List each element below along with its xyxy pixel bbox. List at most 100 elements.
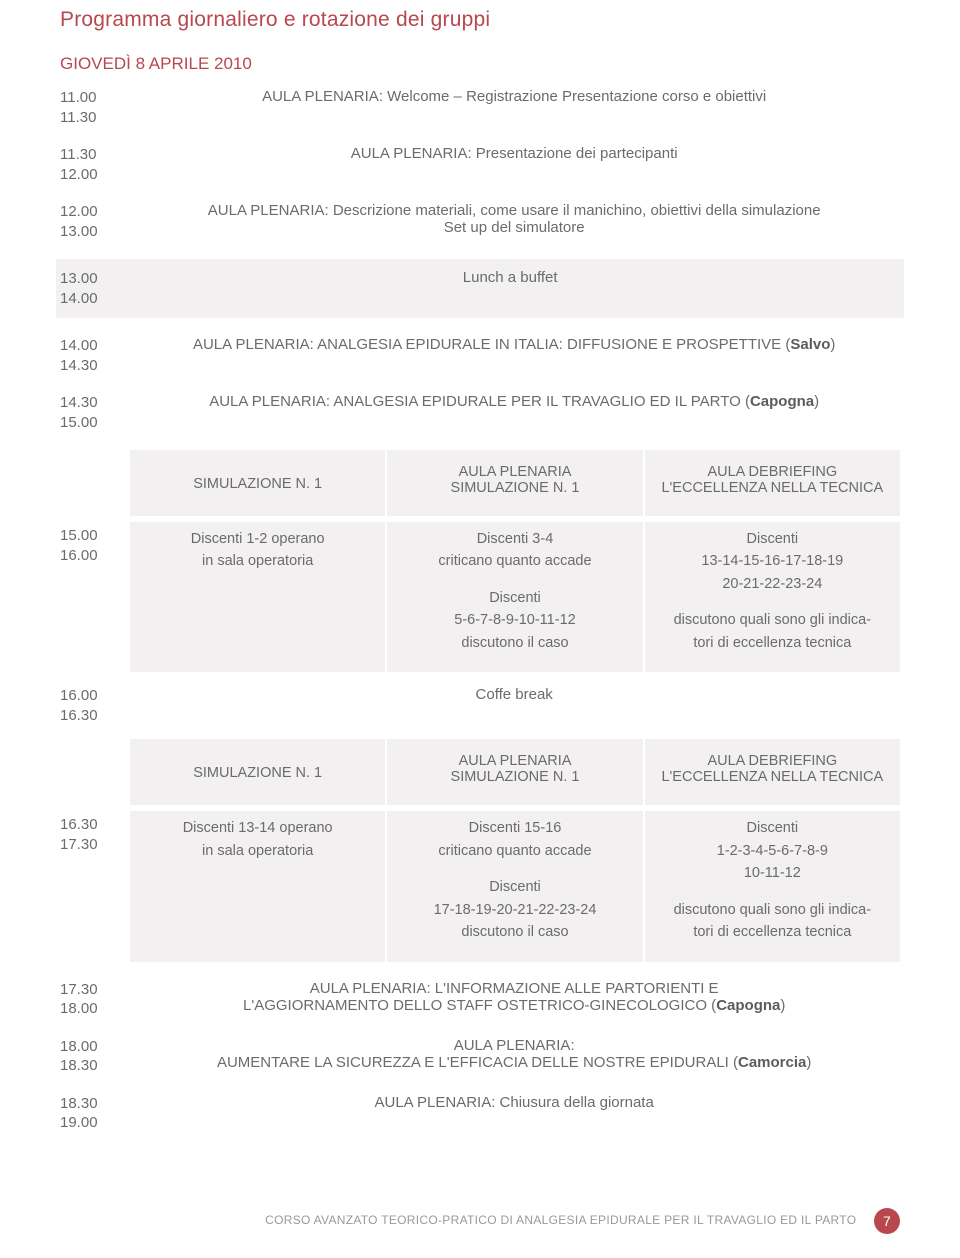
schedule-row: 11.00 11.30 AULA PLENARIA: Welcome – Reg… — [60, 88, 900, 127]
time-end: 13.00 — [60, 222, 130, 242]
cell-line: in sala operatoria — [144, 550, 371, 572]
desc-line: AUMENTARE LA SICUREZZA E L'EFFICACIA DEL… — [134, 1054, 894, 1071]
cell-line: Discenti 15-16 — [401, 817, 628, 839]
time-start: 16.30 — [60, 815, 130, 835]
cell-line: 17-18-19-20-21-22-23-24 — [401, 899, 628, 921]
page-footer: CORSO AVANZATO TEORICO-PRATICO DI ANALGE… — [0, 1208, 960, 1234]
schedule-desc: AULA PLENARIA: Descrizione materiali, co… — [134, 202, 894, 236]
desc-text: L'AGGIORNAMENTO DELLO STAFF OSTETRICO-GI… — [243, 997, 716, 1014]
schedule-row: 18.00 18.30 AULA PLENARIA: AUMENTARE LA … — [60, 1037, 900, 1076]
schedule-row: 11.30 12.00 AULA PLENARIA: Presentazione… — [60, 145, 900, 184]
head-line: L'ECCELLENZA NELLA TECNICA — [659, 769, 886, 785]
grid-cell: Discenti 1-2-3-4-5-6-7-8-9 10-11-12 disc… — [643, 811, 900, 961]
schedule-desc: AULA PLENARIA: ANALGESIA EPIDURALE IN IT… — [134, 336, 894, 353]
desc-line: AULA PLENARIA: L'INFORMAZIONE ALLE PARTO… — [134, 980, 894, 997]
time-end: 19.00 — [60, 1113, 130, 1133]
schedule-desc: AULA PLENARIA: AUMENTARE LA SICUREZZA E … — [134, 1037, 894, 1071]
time-start: 12.00 — [60, 202, 130, 222]
speaker: Capogna — [716, 997, 780, 1014]
coffee-row: 16.00 16.30 Coffe break — [60, 686, 900, 725]
desc-text: ) — [830, 336, 835, 353]
speaker: Capogna — [750, 393, 814, 410]
grid-cell: Discenti 15-16 criticano quanto accade D… — [385, 811, 642, 961]
cell-line: criticano quanto accade — [401, 840, 628, 862]
cell-line: Discenti 13-14 operano — [144, 817, 371, 839]
date-heading: GIOVEDÌ 8 APRILE 2010 — [60, 54, 900, 74]
time-end: 15.00 — [60, 413, 130, 433]
time-end: 16.30 — [60, 706, 130, 726]
time-start: 14.30 — [60, 393, 130, 413]
cell-line: discutono quali sono gli indica- — [659, 609, 886, 631]
speaker: Salvo — [790, 336, 830, 353]
cell-line: 13-14-15-16-17-18-19 — [659, 550, 886, 572]
schedule-row: 17.30 18.00 AULA PLENARIA: L'INFORMAZION… — [60, 980, 900, 1019]
cell-line: Discenti 3-4 — [401, 528, 628, 550]
head-line: AULA DEBRIEFING — [659, 753, 886, 769]
head-line: AULA PLENARIA — [401, 464, 628, 480]
cell-line: discutono il caso — [401, 921, 628, 943]
grid-cell: Discenti 13-14 operano in sala operatori… — [130, 811, 385, 961]
grid-cell: Discenti 1-2 operano in sala operatoria — [130, 522, 385, 672]
lunch-label: Lunch a buffet — [130, 269, 890, 286]
grid-header: SIMULAZIONE N. 1 AULA PLENARIA SIMULAZIO… — [60, 739, 900, 805]
schedule-desc: AULA PLENARIA: L'INFORMAZIONE ALLE PARTO… — [134, 980, 894, 1014]
lunch-row: 13.00 14.00 Lunch a buffet — [56, 259, 904, 318]
time-start: 11.00 — [60, 88, 130, 108]
speaker: Camorcia — [738, 1054, 806, 1071]
cell-line: Discenti — [401, 876, 628, 898]
desc-text: AULA PLENARIA: ANALGESIA EPIDURALE IN IT… — [193, 336, 790, 353]
schedule-desc: AULA PLENARIA: ANALGESIA EPIDURALE PER I… — [134, 393, 894, 410]
desc-text: ) — [780, 997, 785, 1014]
page-title: Programma giornaliero e rotazione dei gr… — [60, 8, 900, 32]
schedule-row: 14.00 14.30 AULA PLENARIA: ANALGESIA EPI… — [60, 336, 900, 375]
desc-line: AULA PLENARIA: — [134, 1037, 894, 1054]
grid-head-cell: AULA DEBRIEFING L'ECCELLENZA NELLA TECNI… — [643, 450, 900, 516]
head-line: AULA DEBRIEFING — [659, 464, 886, 480]
cell-line: discutono il caso — [401, 632, 628, 654]
schedule-desc: AULA PLENARIA: Chiusura della giornata — [134, 1094, 894, 1111]
grid-head-cell: SIMULAZIONE N. 1 — [130, 450, 385, 516]
head-line: L'ECCELLENZA NELLA TECNICA — [659, 480, 886, 496]
cell-line: Discenti 1-2 operano — [144, 528, 371, 550]
desc-text: AUMENTARE LA SICUREZZA E L'EFFICACIA DEL… — [217, 1054, 738, 1071]
grid-head-cell: SIMULAZIONE N. 1 — [130, 739, 385, 805]
cell-line: 1-2-3-4-5-6-7-8-9 — [659, 840, 886, 862]
time-start: 16.00 — [60, 686, 130, 706]
cell-line: criticano quanto accade — [401, 550, 628, 572]
time-start: 17.30 — [60, 980, 130, 1000]
cell-line: tori di eccellenza tecnica — [659, 632, 886, 654]
desc-text: AULA PLENARIA: ANALGESIA EPIDURALE PER I… — [209, 393, 750, 410]
cell-line: 5-6-7-8-9-10-11-12 — [401, 609, 628, 631]
grid-cell: Discenti 3-4 criticano quanto accade Dis… — [385, 522, 642, 672]
desc-line: Set up del simulatore — [134, 219, 894, 236]
grid-cell: Discenti 13-14-15-16-17-18-19 20-21-22-2… — [643, 522, 900, 672]
cell-line: discutono quali sono gli indica- — [659, 899, 886, 921]
cell-line: 20-21-22-23-24 — [659, 573, 886, 595]
time-end: 14.30 — [60, 356, 130, 376]
desc-text: ) — [814, 393, 819, 410]
desc-text: ) — [806, 1054, 811, 1071]
time-start: 14.00 — [60, 336, 130, 356]
head-line: SIMULAZIONE N. 1 — [401, 480, 628, 496]
schedule-row: 14.30 15.00 AULA PLENARIA: ANALGESIA EPI… — [60, 393, 900, 432]
time-start: 18.30 — [60, 1094, 130, 1114]
time-end: 18.00 — [60, 999, 130, 1019]
grid-head-cell: AULA DEBRIEFING L'ECCELLENZA NELLA TECNI… — [643, 739, 900, 805]
grid-body: 15.00 16.00 Discenti 1-2 operano in sala… — [60, 522, 900, 672]
cell-line: Discenti — [659, 817, 886, 839]
time-start: 13.00 — [60, 269, 126, 289]
head-line: SIMULAZIONE N. 1 — [401, 769, 628, 785]
cell-line: tori di eccellenza tecnica — [659, 921, 886, 943]
time-end: 11.30 — [60, 108, 130, 128]
page-number-badge: 7 — [874, 1208, 900, 1234]
time-end: 17.30 — [60, 835, 130, 855]
cell-line: in sala operatoria — [144, 840, 371, 862]
grid-head-cell: AULA PLENARIA SIMULAZIONE N. 1 — [385, 739, 642, 805]
time-start: 15.00 — [60, 526, 130, 546]
schedule-row: 18.30 19.00 AULA PLENARIA: Chiusura dell… — [60, 1094, 900, 1133]
schedule-desc: AULA PLENARIA: Presentazione dei parteci… — [134, 145, 894, 162]
schedule-desc: AULA PLENARIA: Welcome – Registrazione P… — [134, 88, 894, 105]
desc-line: L'AGGIORNAMENTO DELLO STAFF OSTETRICO-GI… — [134, 997, 894, 1014]
desc-line: AULA PLENARIA: Descrizione materiali, co… — [134, 202, 894, 219]
cell-line: Discenti — [659, 528, 886, 550]
